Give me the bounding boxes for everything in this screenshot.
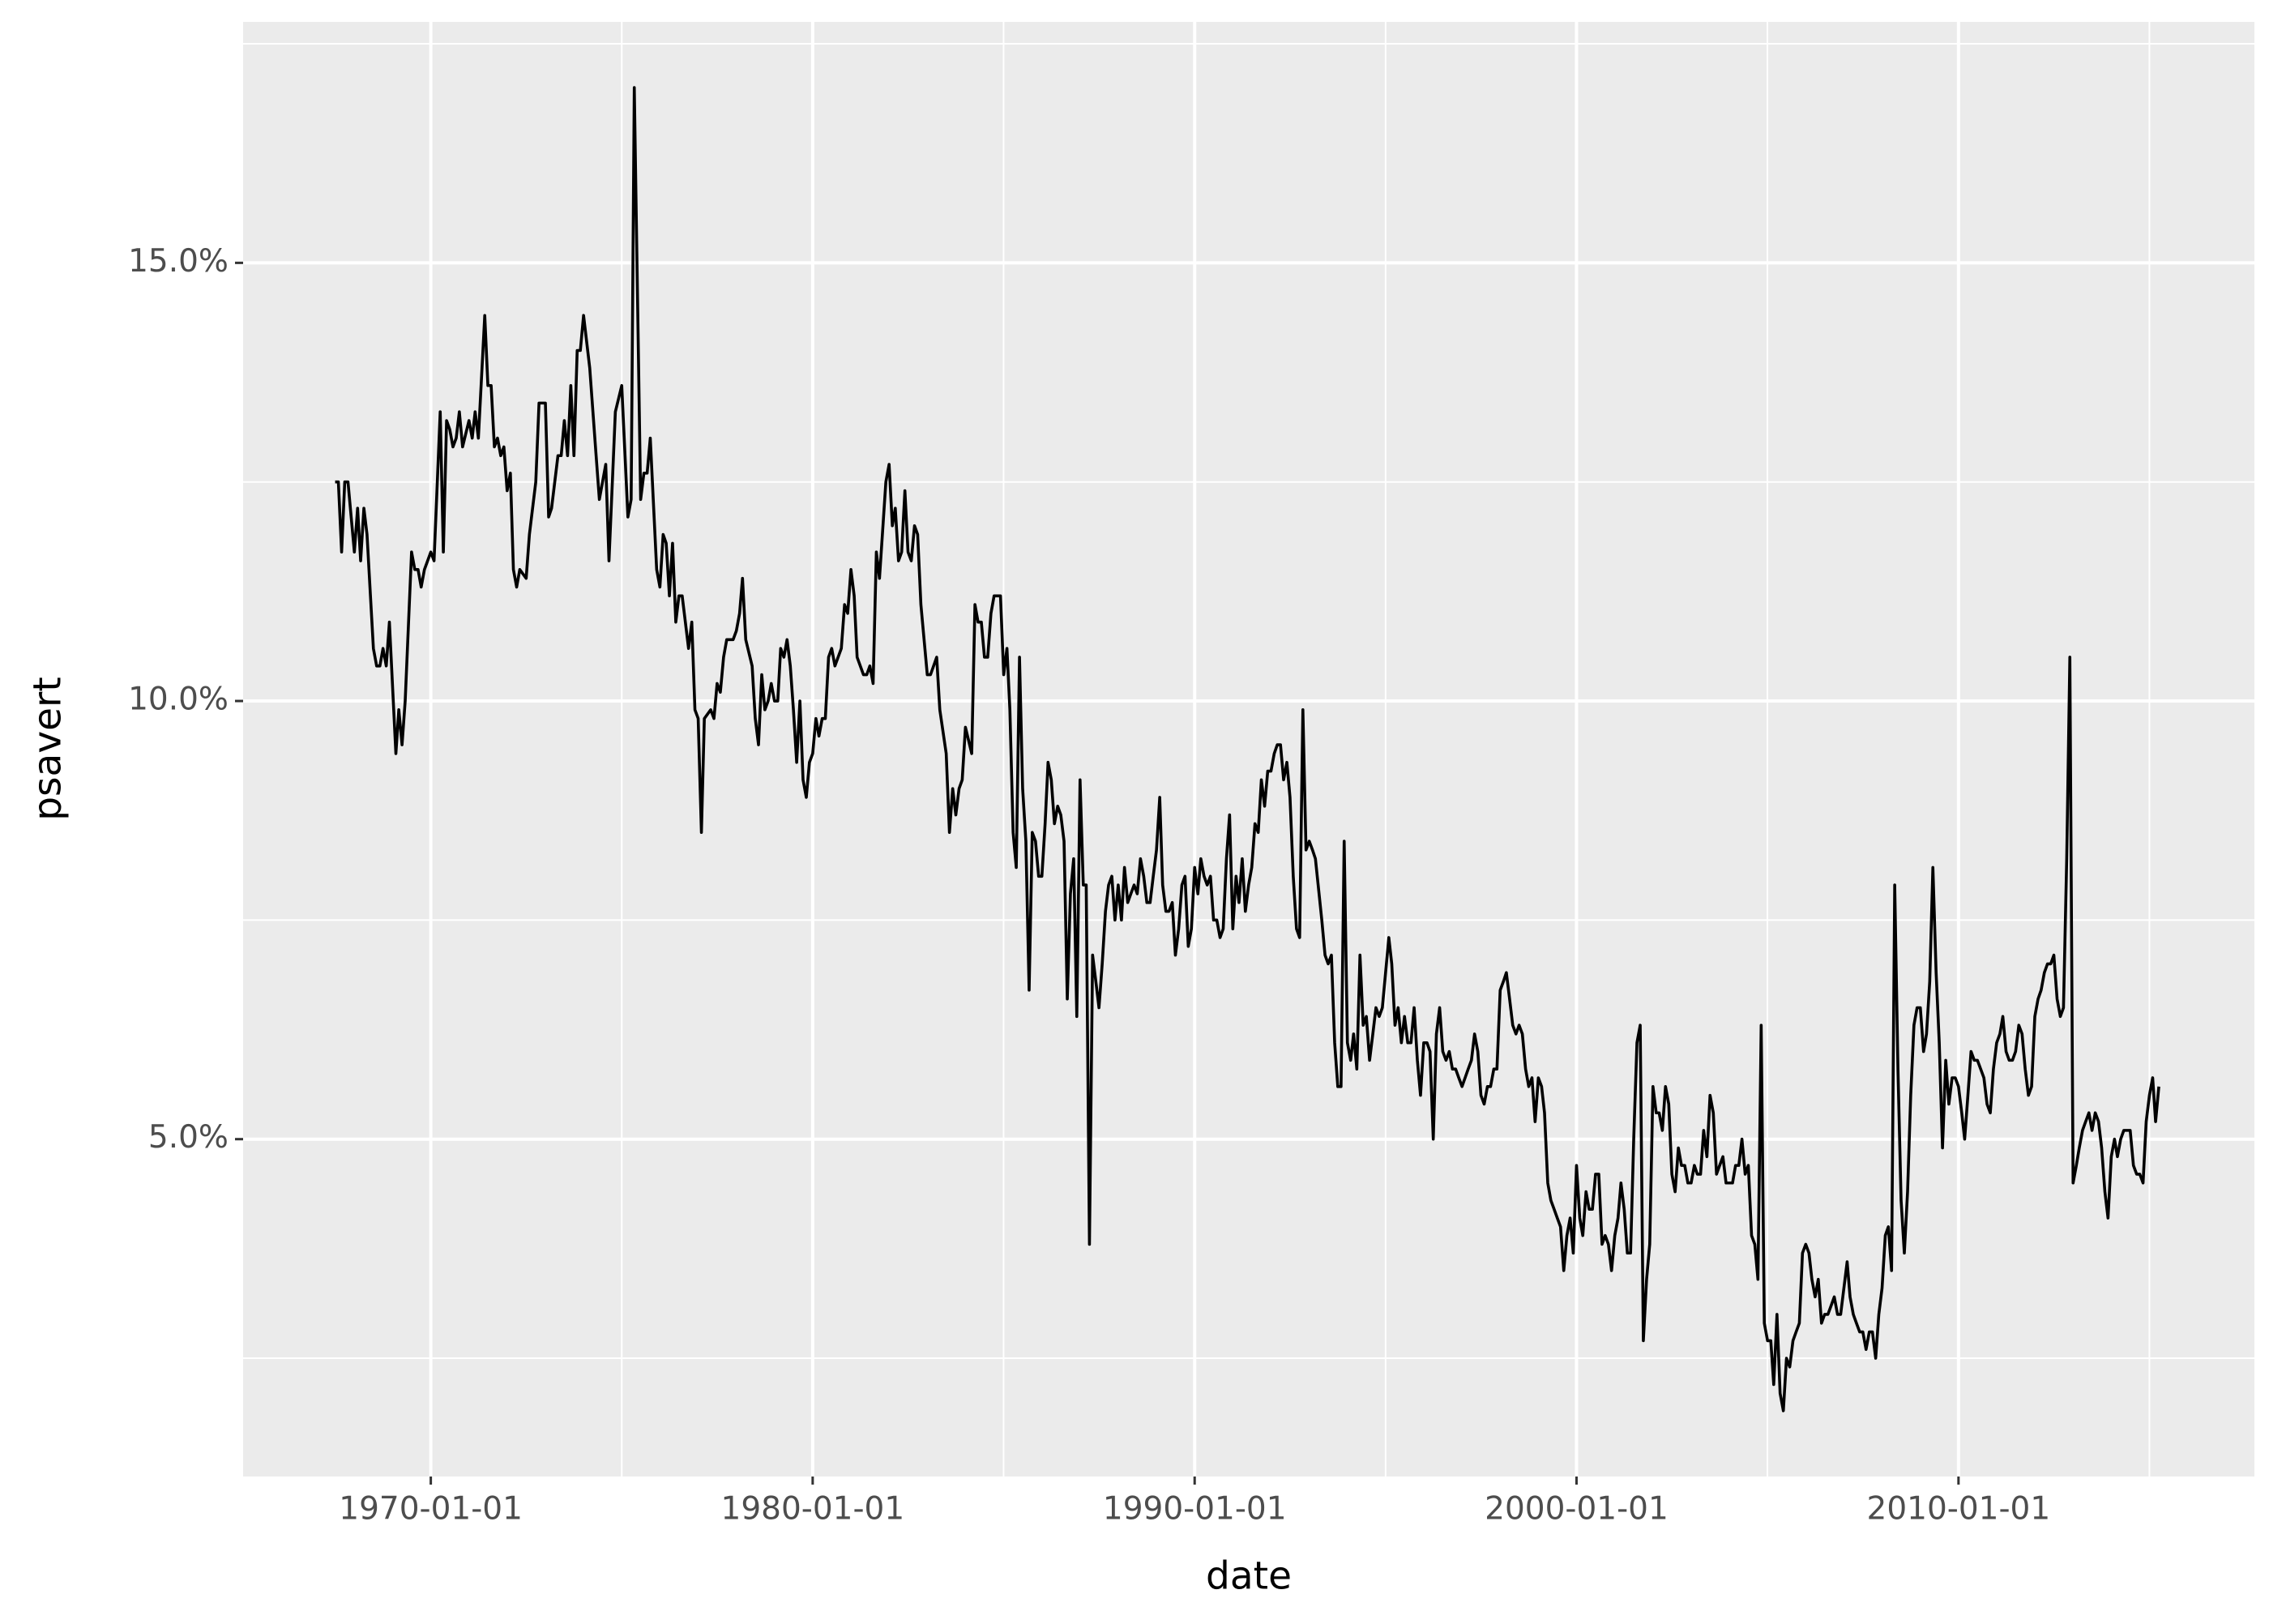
x-tick-label: 2010-01-01: [1867, 1491, 2051, 1528]
data-line: [335, 86, 2160, 1412]
x-tick-label: 1990-01-01: [1103, 1491, 1287, 1528]
x-axis-title: date: [1206, 1554, 1292, 1599]
x-tick-label: 1980-01-01: [721, 1491, 905, 1528]
y-tick-label: 5.0%: [148, 1119, 229, 1156]
x-tick-label: 2000-01-01: [1485, 1491, 1669, 1528]
y-tick-label: 10.0%: [128, 682, 229, 718]
panel: [243, 22, 2254, 1477]
y-tick-label: 15.0%: [128, 243, 229, 280]
y-axis-title: psavert: [26, 677, 71, 821]
x-tick-label: 1970-01-01: [339, 1491, 523, 1528]
